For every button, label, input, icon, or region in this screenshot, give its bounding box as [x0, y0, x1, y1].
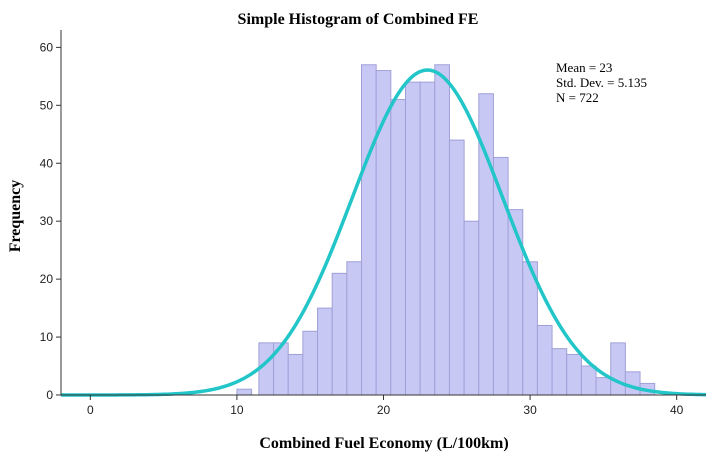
- normal-curve: [61, 68, 707, 397]
- histogram-bar-22: [566, 353, 582, 396]
- histogram-bar-24: [595, 377, 612, 396]
- x-axis-label: Combined Fuel Economy (L/100km): [259, 435, 508, 452]
- y-tick-label: 60: [40, 40, 54, 54]
- chart-title: Simple Histogram of Combined FE: [238, 11, 479, 28]
- stat-line-2: N = 722: [556, 90, 599, 105]
- y-tick-label: 0: [46, 388, 53, 402]
- normal-curve-group: [61, 68, 707, 397]
- stat-line-0: Mean = 23: [556, 60, 612, 75]
- histogram-bar-6: [331, 272, 348, 396]
- histogram-bar-15: [463, 220, 480, 396]
- histogram-bar-10: [390, 99, 406, 396]
- histogram-bar-11: [404, 81, 421, 396]
- histogram-bar-4: [302, 330, 319, 396]
- histogram-bar-13: [434, 64, 450, 396]
- histogram-bar-25: [610, 342, 626, 396]
- x-tick-label: 40: [670, 403, 684, 417]
- y-tick-label: 40: [40, 156, 54, 170]
- histogram-bar-23: [580, 365, 597, 396]
- histogram-bar-26: [624, 371, 641, 396]
- histogram-bar-21: [551, 348, 568, 396]
- histogram-bar-18: [507, 209, 524, 396]
- x-tick-label: 30: [523, 403, 537, 417]
- y-axis-label: Frequency: [7, 180, 24, 253]
- histogram-bar-14: [448, 139, 465, 396]
- y-tick-label: 30: [40, 214, 54, 228]
- x-tick-label: 20: [377, 403, 391, 417]
- y-tick-label: 10: [40, 330, 54, 344]
- histogram-bar-20: [536, 324, 553, 396]
- y-tick-label: 50: [40, 98, 54, 112]
- histogram-bar-8: [361, 64, 377, 396]
- histogram-bars: [236, 64, 656, 396]
- y-tick-label: 20: [40, 272, 54, 286]
- x-tick-label: 0: [87, 403, 94, 417]
- axes: 0 10 20 30 40 50 60 0 10 20 30 40: [40, 30, 706, 417]
- histogram-bar-0: [236, 388, 253, 396]
- histogram-bar-5: [317, 307, 333, 396]
- x-tick-label: 10: [230, 403, 244, 417]
- histogram-bar-3: [287, 353, 304, 396]
- stat-line-1: Std. Dev. = 5.135: [556, 75, 647, 90]
- histogram-bar-7: [346, 261, 363, 396]
- histogram-bar-12: [419, 81, 436, 396]
